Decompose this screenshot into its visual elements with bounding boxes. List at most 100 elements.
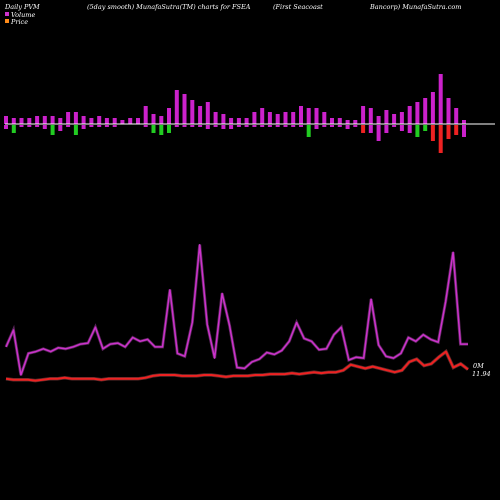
volume-bar <box>128 118 133 124</box>
volume-bar <box>361 106 366 124</box>
volume-change-bar <box>306 125 311 137</box>
legend-volume-swatch <box>5 12 9 16</box>
volume-change-bar <box>407 125 412 133</box>
legend-price-label: Price <box>10 18 28 26</box>
volume-change-bar <box>392 125 397 127</box>
volume-change-bar <box>337 125 342 127</box>
volume-change-bar <box>58 125 63 131</box>
volume-bar <box>159 116 164 124</box>
volume-change-bar <box>236 125 241 127</box>
line-series <box>4 243 470 383</box>
volume-bar <box>337 118 342 124</box>
volume-change-bar <box>27 125 32 127</box>
volume-change-bar <box>73 125 78 135</box>
volume-change-bar <box>252 125 257 127</box>
volume-bar <box>384 110 389 124</box>
volume-bar <box>392 114 397 124</box>
volume-bar <box>407 106 412 124</box>
volume-change-bar <box>221 125 226 129</box>
volume-change-bar <box>423 125 428 131</box>
volume-bar <box>151 114 156 124</box>
volume-bar <box>438 74 443 124</box>
volume-bar <box>376 116 381 124</box>
volume-change-bar <box>182 125 187 127</box>
volume-bar <box>27 118 32 124</box>
volume-bar <box>4 116 8 124</box>
volume-bar <box>35 116 40 124</box>
volume-bar <box>252 112 257 124</box>
volume-bar <box>462 120 466 124</box>
volume-bar <box>143 106 148 124</box>
volume-bar <box>50 116 55 124</box>
volume-change-bar <box>353 125 358 127</box>
volume-bar <box>182 94 187 124</box>
price-line <box>5 350 469 382</box>
volume-bar <box>299 106 303 124</box>
volume-change-bar <box>267 125 272 127</box>
volume-change-bar <box>454 125 459 135</box>
volume-change-bar <box>260 125 265 127</box>
volume-bar <box>190 100 195 124</box>
volume-bar <box>229 118 234 124</box>
volume-bar <box>136 118 140 124</box>
volume-bar <box>306 108 311 124</box>
volume-bar <box>89 118 94 124</box>
volume-bar <box>205 102 210 124</box>
legend-price-swatch <box>5 19 9 23</box>
volume-bar <box>58 118 63 124</box>
header-chart-title: (5day smooth) MunafaSutra(TM) charts for… <box>87 3 251 11</box>
price-end-label: 11.94 <box>472 370 491 378</box>
volume-change-bar <box>19 125 24 127</box>
volume-change-bar <box>322 125 327 127</box>
volume-bar <box>104 118 109 124</box>
volume-bars <box>4 74 466 153</box>
volume-change-bar <box>368 125 373 133</box>
volume-change-bar <box>66 125 71 127</box>
volume-change-bar <box>244 125 249 127</box>
legend-volume-label: Volume <box>11 11 35 19</box>
volume-bar <box>322 112 327 124</box>
volume-bar <box>353 120 358 124</box>
volume-bar <box>213 112 218 124</box>
volume-bar <box>446 98 451 124</box>
volume-change-bar <box>330 125 334 127</box>
volume-bar <box>399 112 404 124</box>
volume-change-bar <box>97 125 102 127</box>
volume-change-bar <box>399 125 404 131</box>
volume-bar <box>345 120 350 124</box>
volume-change-bar <box>314 125 319 129</box>
volume-change-bar <box>438 125 443 153</box>
volume-change-bar <box>89 125 94 127</box>
volume-bar <box>167 108 171 124</box>
volume-bar <box>73 112 78 124</box>
volume-change-bar <box>345 125 350 129</box>
volume-bar <box>244 118 249 124</box>
volume-bar <box>11 118 16 124</box>
volume-bar <box>19 118 24 124</box>
volume-change-bar <box>11 125 16 133</box>
volume-change-bar <box>229 125 234 129</box>
volume-change-bar <box>376 125 381 141</box>
volume-bar <box>423 98 428 124</box>
volume-bar <box>275 114 280 124</box>
volume-bar <box>267 112 272 124</box>
volume-bar <box>430 92 435 124</box>
volume-change-bar <box>143 125 148 127</box>
volume-change-bar <box>198 125 203 127</box>
volume-bar <box>368 108 373 124</box>
volume-change-bar <box>384 125 389 133</box>
volume-change-bar <box>430 125 435 141</box>
volume-bar <box>112 118 117 124</box>
volume-end-label: 0M <box>473 362 484 370</box>
volume-change-bar <box>205 125 210 129</box>
volume-change-bar <box>151 125 156 133</box>
header-daily-pvm: Daily PVM <box>4 3 40 11</box>
volume-change-bar <box>167 125 171 133</box>
volume-line <box>5 243 468 376</box>
volume-bar <box>283 112 288 124</box>
volume-bar <box>66 112 71 124</box>
volume-change-bar <box>174 125 179 127</box>
volume-change-bar <box>462 125 466 137</box>
volume-bar <box>291 112 296 124</box>
